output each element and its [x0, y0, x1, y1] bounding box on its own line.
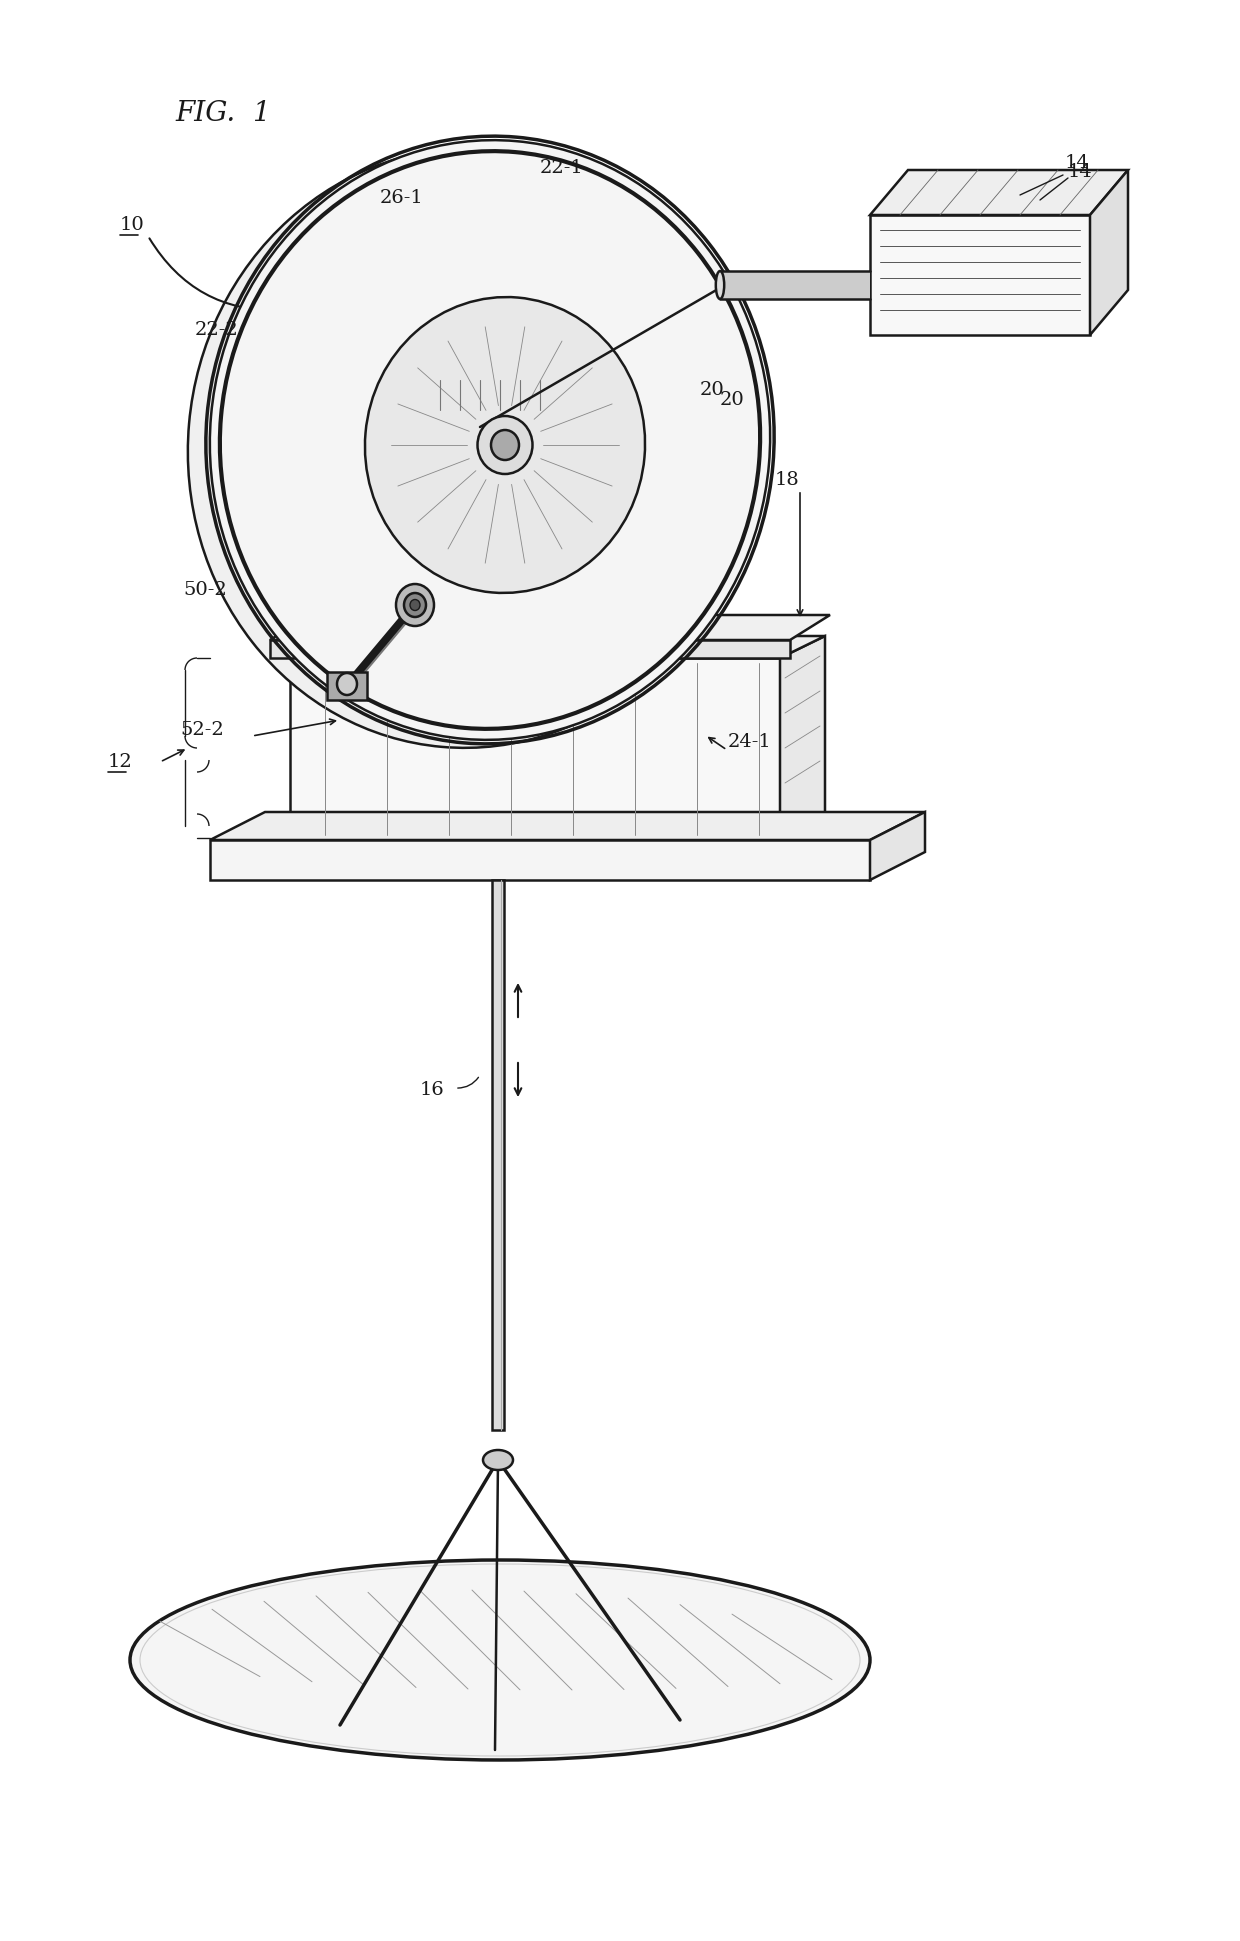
Text: 50-2: 50-2	[184, 580, 227, 600]
Text: 26-1: 26-1	[379, 188, 424, 208]
Polygon shape	[290, 658, 780, 840]
Text: 10: 10	[120, 215, 145, 235]
Ellipse shape	[187, 148, 748, 747]
Ellipse shape	[210, 140, 770, 740]
Polygon shape	[270, 615, 830, 641]
Text: 18: 18	[775, 472, 800, 489]
Polygon shape	[270, 641, 790, 658]
Polygon shape	[870, 171, 1128, 215]
Ellipse shape	[715, 272, 724, 299]
Ellipse shape	[396, 584, 434, 627]
Polygon shape	[1090, 171, 1128, 336]
Text: 20: 20	[720, 390, 745, 410]
Polygon shape	[327, 672, 367, 701]
Text: 22-1: 22-1	[539, 159, 584, 177]
Polygon shape	[492, 879, 503, 1431]
Text: 16: 16	[420, 1081, 445, 1099]
Polygon shape	[870, 215, 1090, 336]
Text: 14: 14	[1068, 163, 1092, 181]
Polygon shape	[290, 637, 825, 658]
Text: 52-2: 52-2	[180, 720, 223, 740]
Ellipse shape	[484, 1450, 513, 1469]
Ellipse shape	[404, 594, 427, 617]
Text: 24-1: 24-1	[728, 734, 771, 751]
Text: FIG.  1: FIG. 1	[175, 101, 270, 126]
Polygon shape	[210, 811, 925, 840]
Text: 12: 12	[108, 753, 133, 771]
Polygon shape	[720, 272, 870, 299]
Polygon shape	[870, 811, 925, 879]
Text: 20: 20	[701, 380, 724, 400]
Ellipse shape	[410, 600, 420, 611]
Polygon shape	[210, 840, 870, 879]
Polygon shape	[780, 637, 825, 840]
Text: 14: 14	[1065, 153, 1090, 173]
Ellipse shape	[365, 297, 645, 592]
Ellipse shape	[337, 674, 357, 695]
Ellipse shape	[491, 431, 520, 460]
Text: 22-2: 22-2	[195, 320, 239, 340]
Ellipse shape	[477, 415, 532, 474]
Ellipse shape	[130, 1561, 870, 1760]
